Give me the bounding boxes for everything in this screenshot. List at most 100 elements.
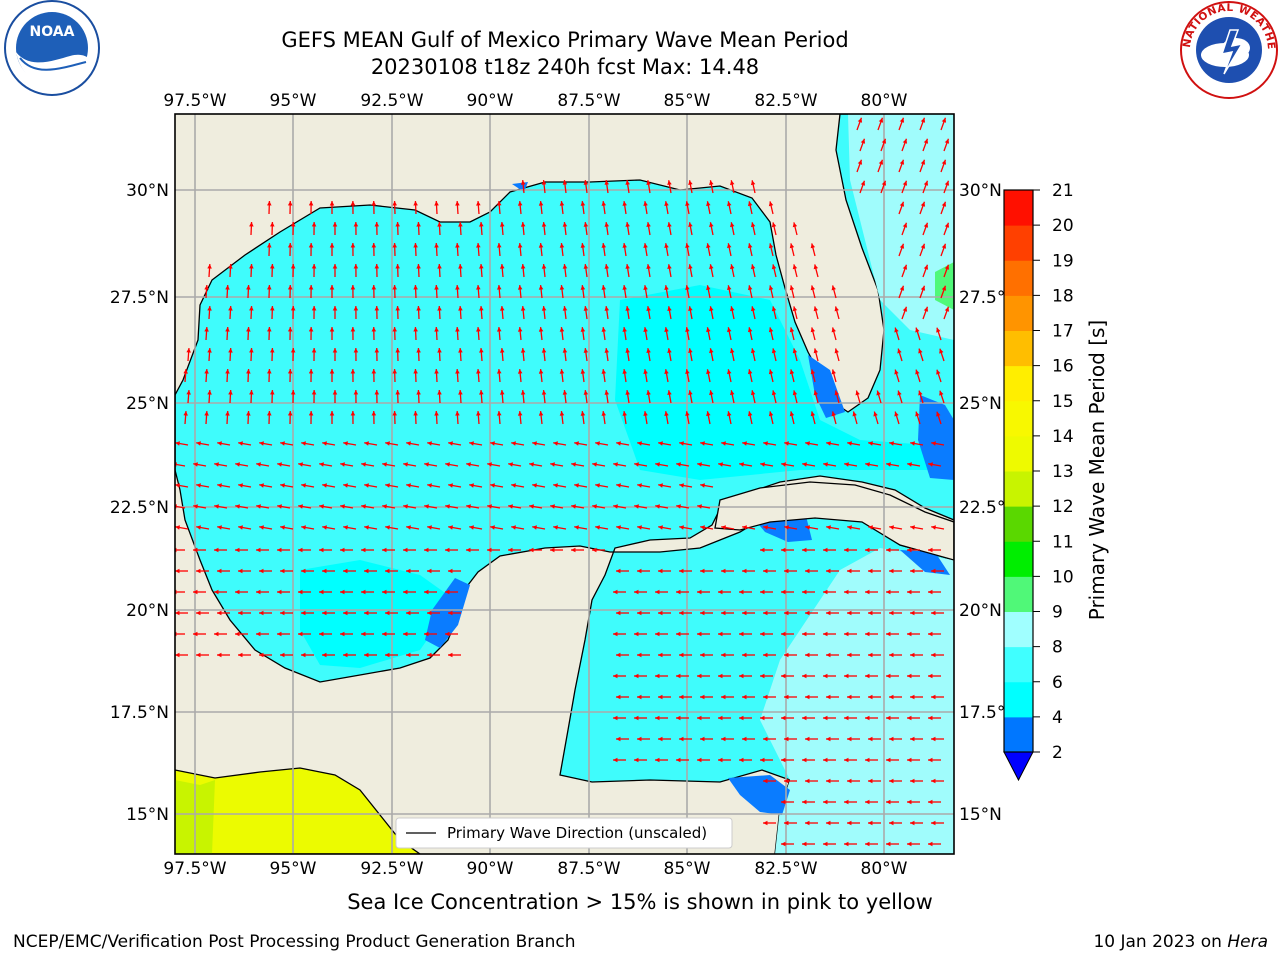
wave-arrow	[792, 222, 798, 236]
lat-label-right: 20°N	[959, 601, 1002, 621]
wave-arrow	[789, 285, 795, 299]
wave-arrow	[322, 610, 335, 616]
wave-arrow	[469, 483, 483, 488]
wave-arrow	[625, 390, 630, 404]
wave-arrow	[658, 441, 672, 446]
wave-arrow	[763, 568, 776, 574]
wave-arrow	[583, 306, 589, 320]
wave-arrow	[595, 483, 609, 488]
wave-arrow	[697, 504, 711, 509]
wave-arrow	[646, 264, 651, 278]
lat-label-left: 25°N	[126, 394, 169, 414]
colorbar-tick-label: 10	[1052, 567, 1074, 587]
wave-arrow	[371, 284, 377, 299]
wave-arrow	[499, 263, 505, 278]
wave-arrow	[496, 410, 502, 425]
colorbar-segment	[1004, 681, 1033, 718]
wave-arrow	[353, 263, 359, 278]
wave-arrow	[392, 284, 397, 299]
wave-arrow	[207, 389, 212, 404]
wave-arrow	[403, 547, 416, 553]
wave-arrow	[448, 568, 461, 574]
footer-credit: NCEP/EMC/Verification Post Processing Pr…	[13, 932, 576, 952]
wave-arrow	[706, 243, 711, 257]
wave-arrow	[538, 285, 544, 299]
wave-arrow	[277, 462, 291, 467]
wave-arrow	[193, 504, 207, 509]
wave-arrow	[910, 525, 924, 530]
wave-arrow	[580, 327, 586, 341]
wave-arrow	[928, 589, 941, 595]
wave-arrow	[445, 462, 459, 467]
wave-arrow	[311, 263, 317, 278]
wave-arrow	[805, 610, 818, 616]
wave-arrow	[936, 411, 942, 425]
wave-arrow	[290, 263, 296, 278]
wave-arrow	[455, 410, 460, 425]
wave-arrow	[280, 652, 293, 658]
wave-arrow	[392, 200, 397, 215]
wave-arrow	[361, 547, 374, 553]
wave-arrow	[559, 285, 565, 299]
wave-arrow	[322, 441, 336, 446]
wave-arrow	[727, 285, 732, 299]
wave-arrow	[238, 568, 251, 574]
colorbar-under-arrow	[1003, 751, 1034, 782]
wave-arrow	[802, 715, 815, 721]
wave-arrow	[343, 525, 357, 530]
wave-arrow	[280, 525, 294, 530]
wave-arrow	[637, 652, 650, 658]
wave-arrow	[865, 799, 878, 805]
wave-arrow	[907, 757, 920, 763]
wave-arrow	[455, 242, 460, 257]
wave-arrow	[831, 369, 837, 383]
wave-arrow	[802, 841, 815, 847]
wave-arrow	[792, 348, 798, 362]
wave-arrow	[403, 462, 417, 467]
wave-arrow	[332, 389, 338, 404]
colorbar-segment	[1004, 506, 1033, 542]
wave-arrow	[697, 589, 710, 595]
wave-arrow	[646, 306, 651, 320]
wave-arrow	[789, 243, 795, 257]
wave-arrow	[886, 547, 899, 553]
wave-arrow	[350, 242, 356, 257]
wave-arrow	[847, 525, 861, 530]
wave-arrow	[424, 504, 438, 509]
wave-arrow	[667, 180, 672, 194]
colorbar-segment	[1004, 190, 1033, 226]
wave-arrow	[664, 411, 669, 425]
wave-arrow	[760, 462, 774, 467]
wave-arrow	[458, 263, 463, 278]
wave-arrow	[249, 347, 254, 362]
wave-arrow	[538, 369, 544, 383]
wave-arrow	[406, 652, 419, 658]
wave-arrow	[805, 568, 818, 574]
lon-label-bottom: 82.5°W	[754, 859, 817, 879]
wave-arrow	[445, 631, 458, 637]
wave-arrow	[559, 369, 565, 383]
wave-arrow	[298, 631, 311, 637]
wave-arrow	[643, 201, 648, 215]
wave-arrow	[706, 201, 711, 215]
wave-arrow	[385, 610, 398, 616]
wave-arrow	[637, 483, 651, 488]
wave-arrow	[865, 673, 878, 679]
wave-arrow	[613, 673, 626, 679]
wave-arrow	[685, 411, 690, 425]
wave-arrow	[750, 264, 756, 278]
wave-arrow	[427, 652, 440, 658]
wave-arrow	[655, 757, 668, 763]
wave-arrow	[361, 631, 374, 637]
wave-arrow	[277, 589, 290, 595]
wave-arrow	[175, 652, 188, 658]
wave-arrow	[889, 441, 903, 446]
wave-arrow	[319, 462, 333, 467]
lat-label-right: 17.5°N	[959, 703, 1018, 723]
wave-arrow	[434, 326, 439, 341]
wave-arrow	[709, 390, 714, 404]
wave-arrow	[458, 305, 463, 320]
wave-arrow	[350, 410, 356, 425]
wave-arrow	[204, 326, 209, 341]
wave-arrow	[196, 610, 209, 616]
